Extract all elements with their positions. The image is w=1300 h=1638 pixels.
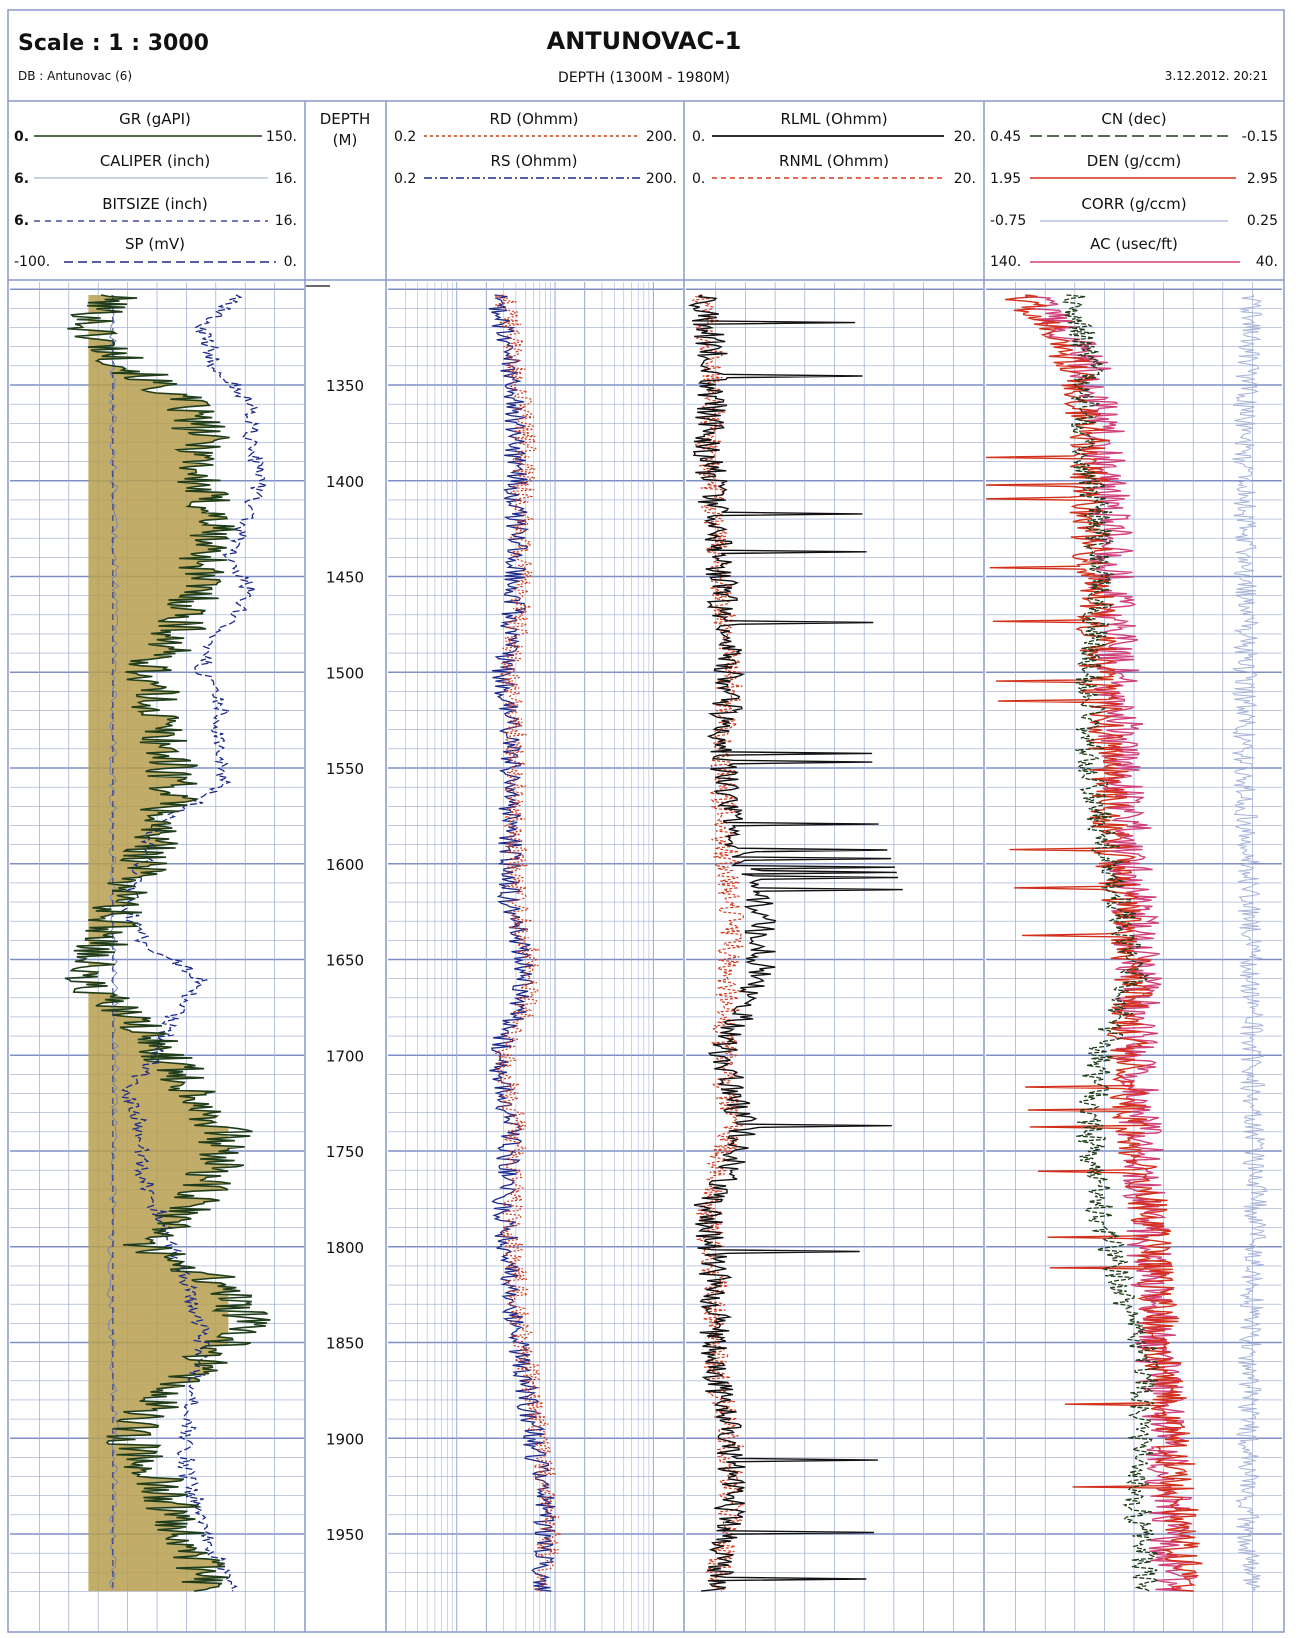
caliper-header-name: CALIPER (inch) — [100, 152, 210, 170]
corr-header-min: -0.75 — [990, 213, 1026, 229]
sp-curve — [119, 294, 268, 1592]
depth-tick-label: 1850 — [326, 1335, 364, 1353]
scale-label: Scale : 1 : 3000 — [18, 31, 209, 56]
depth-header-unit: (M) — [333, 131, 358, 149]
gr-header-max: 150. — [266, 129, 297, 145]
rd-header-name: RD (Ohmm) — [490, 110, 579, 128]
rlml-header-max: 20. — [954, 129, 976, 145]
depth-tick-label: 1750 — [326, 1143, 364, 1161]
track3-header: RLML (Ohmm) 0. 20. RNML (Ohmm) 0. 20. — [692, 110, 976, 187]
track-dividers — [304, 101, 985, 1632]
corr-header-name: CORR (g/ccm) — [1081, 195, 1186, 213]
den-header-max: 2.95 — [1247, 171, 1278, 187]
rlml-header-min: 0. — [692, 129, 705, 145]
gr-curve — [64, 294, 271, 1592]
den-curve — [985, 294, 1203, 1592]
depth-tick-label: 1500 — [326, 664, 364, 682]
track4-header: CN (dec) 0.45 -0.15 DEN (g/ccm) 1.95 2.9… — [990, 110, 1278, 270]
depth-tick-label: 1900 — [326, 1430, 364, 1448]
depth-tick-label: 1650 — [326, 952, 364, 970]
rlml-header-name: RLML (Ohmm) — [780, 110, 887, 128]
rs-header-name: RS (Ohmm) — [491, 152, 578, 170]
gr-header-name: GR (gAPI) — [119, 110, 191, 128]
depth-tick-label: 1700 — [326, 1047, 364, 1065]
depth-labels: 1350 1400 1450 1500 1550 1600 1650 1700 1750 1800… — [306, 285, 364, 1544]
gr-header-min: 0. — [14, 129, 29, 145]
sp-header-name: SP (mV) — [125, 235, 185, 253]
depth-tick-label: 1400 — [326, 473, 364, 491]
rs-header-min: 0.2 — [394, 171, 416, 187]
ac-header-name: AC (usec/ft) — [1090, 235, 1178, 253]
ac-header-min: 140. — [990, 254, 1021, 270]
corr-header-max: 0.25 — [1247, 213, 1278, 229]
caliper-header-min: 6. — [14, 171, 29, 187]
bitsize-header-min: 6. — [14, 213, 29, 229]
rs-curve — [488, 294, 556, 1592]
curve-layer — [64, 294, 1269, 1592]
cn-header-min: 0.45 — [990, 129, 1021, 145]
rnml-header-name: RNML (Ohmm) — [779, 152, 889, 170]
sp-header-max: 0. — [284, 254, 297, 270]
grid-layer — [10, 282, 1282, 1632]
rd-header-min: 0.2 — [394, 129, 416, 145]
depth-tick-label: 1800 — [326, 1239, 364, 1257]
rlml-curve — [687, 294, 903, 1592]
depth-tick-label: 1350 — [326, 377, 364, 395]
outer-frame — [7, 9, 1285, 1633]
depth-tick-label: 1450 — [326, 569, 364, 587]
rs-header-max: 200. — [646, 171, 677, 187]
sp-header-min: -100. — [14, 254, 50, 270]
rnml-header-min: 0. — [692, 171, 705, 187]
den-header-min: 1.95 — [990, 171, 1021, 187]
ac-header-max: 40. — [1256, 254, 1278, 270]
depth-header: DEPTH (M) — [320, 110, 371, 149]
cn-curve — [1062, 294, 1161, 1592]
track1-header: GR (gAPI) 0. 150. CALIPER (inch) 6. 16. … — [14, 110, 297, 270]
rd-curve — [493, 294, 562, 1592]
depth-tick-label: 1550 — [326, 760, 364, 778]
rnml-header-max: 20. — [954, 171, 976, 187]
datetime-label: 3.12.2012. 20:21 — [1165, 69, 1268, 83]
track2-header: RD (Ohmm) 0.2 200. RS (Ohmm) 0.2 200. — [394, 110, 677, 187]
rnml-curve — [692, 294, 746, 1592]
rd-header-max: 200. — [646, 129, 677, 145]
depth-range-label: DEPTH (1300M - 1980M) — [558, 70, 730, 86]
database-label: DB : Antunovac (6) — [18, 69, 132, 83]
cn-header-name: CN (dec) — [1101, 110, 1166, 128]
bitsize-header-name: BITSIZE (inch) — [102, 195, 207, 213]
depth-tick-label: 1600 — [326, 856, 364, 874]
bitsize-header-max: 16. — [275, 213, 297, 229]
gr-shading — [88, 294, 229, 1592]
well-title: ANTUNOVAC-1 — [547, 27, 742, 55]
cn-header-max: -0.15 — [1242, 129, 1278, 145]
den-header-name: DEN (g/ccm) — [1087, 152, 1181, 170]
depth-tick-label: 1950 — [326, 1526, 364, 1544]
corr-curve — [1231, 294, 1269, 1592]
depth-header-title: DEPTH — [320, 110, 371, 128]
caliper-header-max: 16. — [275, 171, 297, 187]
